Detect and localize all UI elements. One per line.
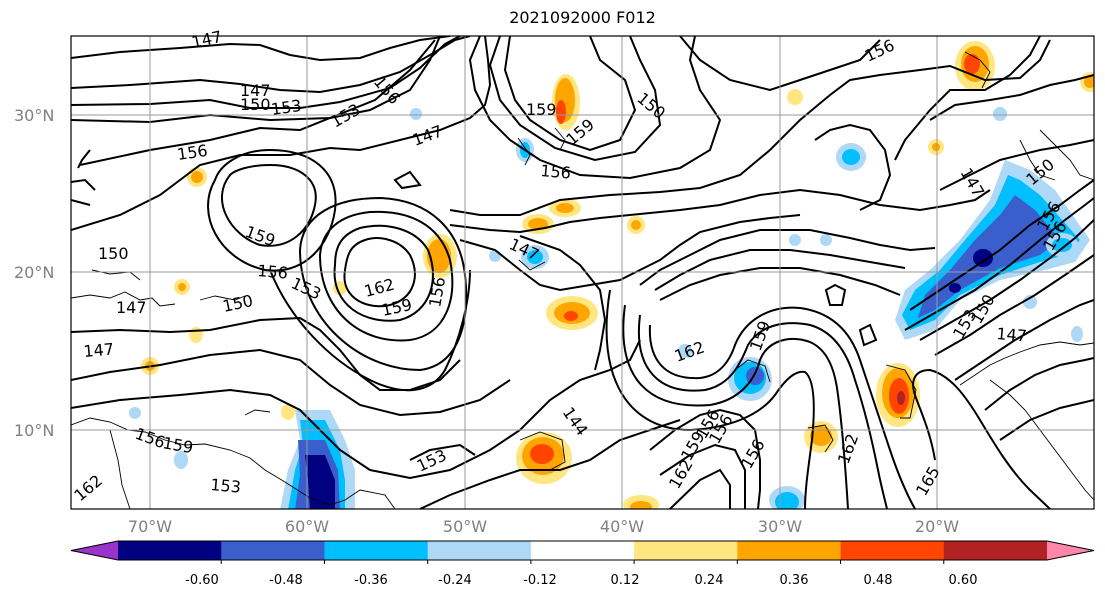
colorbar xyxy=(70,540,1095,564)
lat-label: 30°N xyxy=(14,106,54,125)
contour-label: 156 xyxy=(257,261,289,283)
contour-label: 147 xyxy=(116,298,147,317)
colorbar-segment xyxy=(840,541,945,560)
colorbar-segment xyxy=(634,541,738,560)
colorbar-tick-label: -0.24 xyxy=(438,573,472,588)
colorbar-tick-label: -0.36 xyxy=(354,573,388,588)
colorbar-tick-labels: -0.60 -0.48 -0.36 -0.24 -0.12 0.12 0.24 … xyxy=(185,573,977,588)
contour-label: 147 xyxy=(996,324,1028,346)
coastlines xyxy=(71,51,1094,509)
gridlines xyxy=(71,36,1094,509)
colorbar-tick-label: 0.60 xyxy=(949,573,978,588)
lat-label: 20°N xyxy=(14,263,54,282)
lon-label: 20°W xyxy=(915,517,959,536)
colorbar-segment xyxy=(118,541,222,560)
lat-label: 10°N xyxy=(14,421,54,440)
colorbar-segment xyxy=(221,541,325,560)
colorbar-segment xyxy=(530,541,635,560)
colorbar-tick-label: -0.48 xyxy=(269,573,303,588)
colorbar-extend-min xyxy=(71,541,118,560)
colorbar-tick-label: 0.24 xyxy=(695,573,724,588)
contour-label: 153 xyxy=(210,475,242,497)
colorbar-extend-max xyxy=(1047,541,1094,560)
colorbar-outline xyxy=(70,540,1095,561)
map-frame xyxy=(70,35,1095,510)
colorbar-segment xyxy=(427,541,532,560)
lon-label: 60°W xyxy=(285,517,329,536)
colorbar-tick-label: -0.12 xyxy=(523,573,557,588)
contour-label: 159 xyxy=(526,100,557,119)
colorbar-tick-label: 0.12 xyxy=(611,573,640,588)
lon-label: 70°W xyxy=(128,517,172,536)
contour-label: 147 xyxy=(240,81,271,100)
map-title: 2021092000 F012 xyxy=(509,8,656,27)
colorbar-segment xyxy=(737,541,842,560)
lon-label: 50°W xyxy=(443,517,487,536)
lon-label: 30°W xyxy=(758,517,802,536)
lon-label: 40°W xyxy=(600,517,644,536)
colorbar-tick-label: -0.60 xyxy=(185,573,219,588)
colorbar-segment xyxy=(943,541,1048,560)
colorbar-tick-label: 0.36 xyxy=(780,573,809,588)
contour-label: 153 xyxy=(270,96,303,119)
colorbar-segment xyxy=(324,541,429,560)
contour-label: 150 xyxy=(240,95,271,114)
contour-label: 150 xyxy=(98,244,129,263)
contour-label: 156 xyxy=(176,141,209,164)
contour-label: 147 xyxy=(83,339,115,361)
colorbar-tick-label: 0.48 xyxy=(864,573,893,588)
contour-label: 156 xyxy=(540,161,572,183)
